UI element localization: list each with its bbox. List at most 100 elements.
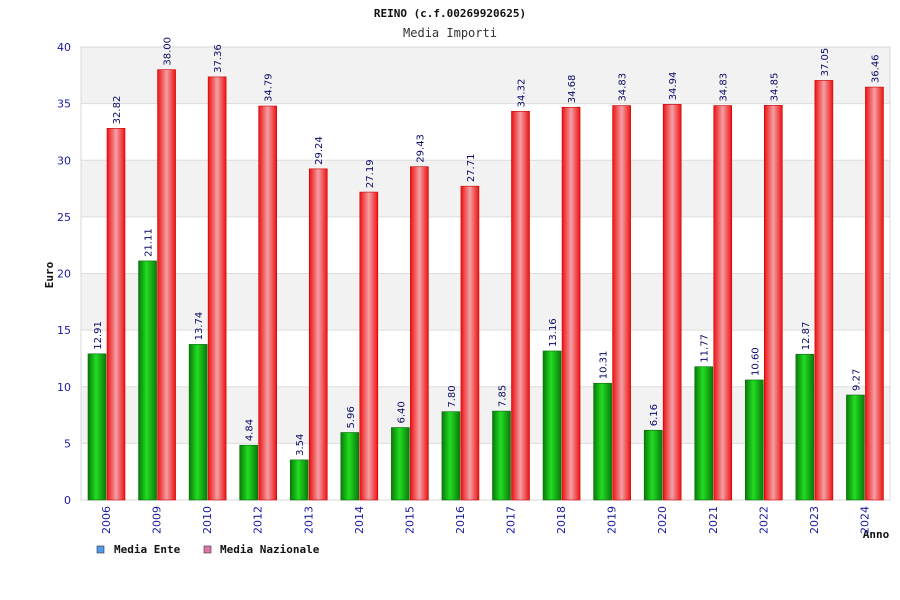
bar-media-ente-2016 <box>441 411 461 501</box>
y-tick-label: 35 <box>57 98 71 111</box>
bar-media-ente-2021 <box>694 366 714 501</box>
x-tick-label-2012: 2012 <box>252 506 265 534</box>
bar-media-nazionale-2015 <box>410 166 429 501</box>
y-tick-label: 15 <box>57 324 71 337</box>
legend-swatch-media-nazionale <box>203 545 212 554</box>
y-tick-label: 20 <box>57 268 71 281</box>
data-label-media-nazionale-2023: 37.05 <box>820 48 831 77</box>
x-tick-label-2022: 2022 <box>757 506 770 534</box>
bar-media-nazionale-2019 <box>612 105 631 501</box>
bar-media-nazionale-2021 <box>713 105 733 501</box>
x-tick-label-2021: 2021 <box>707 506 720 534</box>
bar-media-nazionale-2010 <box>207 76 227 501</box>
y-tick-label: 5 <box>64 437 71 450</box>
bar-media-ente-2015 <box>391 427 410 501</box>
x-tick-label-2019: 2019 <box>606 506 619 534</box>
data-label-media-ente-2013: 3.54 <box>295 434 306 456</box>
bar-media-ente-2024 <box>846 394 865 501</box>
bar-media-ente-2006 <box>87 353 107 501</box>
x-tick-label-2023: 2023 <box>808 506 821 534</box>
bar-media-nazionale-2006 <box>106 128 126 501</box>
x-tick-label-2014: 2014 <box>353 506 366 534</box>
x-tick-label-2020: 2020 <box>656 506 669 534</box>
bar-media-ente-2014 <box>340 432 360 501</box>
y-tick-label: 30 <box>57 154 71 167</box>
data-label-media-nazionale-2022: 34.85 <box>769 73 780 102</box>
data-label-media-ente-2016: 7.80 <box>447 385 458 407</box>
data-label-media-ente-2019: 10.31 <box>599 351 610 380</box>
x-tick-label-2018: 2018 <box>555 506 568 534</box>
data-label-media-nazionale-2010: 37.36 <box>213 44 224 73</box>
data-label-media-nazionale-2009: 38.00 <box>163 37 174 66</box>
data-label-media-nazionale-2019: 34.83 <box>618 73 629 102</box>
x-axis-label: Anno <box>863 528 890 541</box>
bar-media-nazionale-2013 <box>308 168 328 501</box>
data-label-media-ente-2012: 4.84 <box>245 419 256 441</box>
data-label-media-ente-2023: 12.87 <box>801 322 812 351</box>
legend: Media Ente Media Nazionale <box>96 543 320 556</box>
bar-media-ente-2017 <box>492 410 511 501</box>
bar-media-ente-2012 <box>239 444 258 501</box>
bar-media-nazionale-2017 <box>511 111 530 501</box>
y-tick-label: 0 <box>64 494 71 507</box>
bar-media-ente-2018 <box>542 350 562 501</box>
x-tick-label-2013: 2013 <box>302 506 315 534</box>
legend-label-media-nazionale: Media Nazionale <box>220 543 320 556</box>
bar-media-nazionale-2023 <box>814 80 834 501</box>
bar-media-ente-2010 <box>188 344 208 501</box>
x-tick-label-2024: 2024 <box>858 506 871 534</box>
bar-media-ente-2020 <box>643 429 663 501</box>
data-label-media-ente-2010: 13.74 <box>194 312 205 341</box>
bar-media-ente-2013 <box>289 459 309 501</box>
data-label-media-ente-2015: 6.40 <box>396 401 407 423</box>
data-label-media-nazionale-2017: 34.32 <box>517 79 528 108</box>
data-label-media-nazionale-2014: 27.19 <box>365 159 376 188</box>
bar-media-ente-2022 <box>745 379 764 501</box>
bar-media-nazionale-2018 <box>561 106 581 501</box>
data-label-media-nazionale-2013: 29.24 <box>314 136 325 165</box>
chart-title: REINO (c.f.00269920625) <box>374 7 526 20</box>
data-label-media-ente-2021: 11.77 <box>700 334 711 363</box>
data-label-media-ente-2017: 7.85 <box>498 385 509 407</box>
y-tick-label: 40 <box>57 41 71 54</box>
data-label-media-ente-2009: 21.11 <box>144 228 155 257</box>
bar-media-ente-2023 <box>795 353 815 501</box>
x-tick-label-2006: 2006 <box>100 506 113 534</box>
data-label-media-nazionale-2021: 34.83 <box>719 73 730 102</box>
data-label-media-nazionale-2016: 27.71 <box>466 154 477 183</box>
y-tick-label: 10 <box>57 381 71 394</box>
x-tick-label-2010: 2010 <box>201 506 214 534</box>
bar-media-nazionale-2014 <box>359 191 379 501</box>
data-label-media-ente-2020: 6.16 <box>649 404 660 426</box>
data-label-media-nazionale-2006: 32.82 <box>112 96 123 125</box>
y-tick-label: 25 <box>57 211 71 224</box>
data-label-media-ente-2018: 13.16 <box>548 318 559 347</box>
bar-media-nazionale-2009 <box>157 69 176 501</box>
bar-media-ente-2009 <box>138 260 157 501</box>
x-tick-label-2015: 2015 <box>403 506 416 534</box>
bar-media-nazionale-2016 <box>460 185 480 501</box>
data-label-media-nazionale-2020: 34.94 <box>668 72 679 101</box>
legend-swatch-media-ente <box>96 545 105 554</box>
data-label-media-ente-2006: 12.91 <box>93 321 104 350</box>
x-tick-label-2017: 2017 <box>505 506 518 534</box>
bar-media-nazionale-2022 <box>764 105 783 501</box>
data-label-media-nazionale-2018: 34.68 <box>567 75 578 104</box>
data-label-media-nazionale-2015: 29.43 <box>415 134 426 163</box>
data-label-media-ente-2024: 9.27 <box>851 369 862 391</box>
chart-subtitle: Media Importi <box>403 26 497 40</box>
y-axis-label: Euro <box>43 261 56 288</box>
data-label-media-ente-2014: 5.96 <box>346 406 357 428</box>
bar-media-nazionale-2020 <box>662 104 682 501</box>
x-tick-label-2016: 2016 <box>454 506 467 534</box>
bar-media-nazionale-2024 <box>865 86 884 501</box>
plot-border <box>80 46 891 501</box>
legend-label-media-ente: Media Ente <box>114 543 181 556</box>
data-label-media-nazionale-2012: 34.79 <box>264 73 275 102</box>
data-label-media-ente-2022: 10.60 <box>750 347 761 376</box>
bar-media-ente-2019 <box>593 382 612 501</box>
bar-media-nazionale-2012 <box>258 105 277 501</box>
x-tick-label-2009: 2009 <box>151 506 164 534</box>
data-label-media-nazionale-2024: 36.46 <box>870 54 881 83</box>
